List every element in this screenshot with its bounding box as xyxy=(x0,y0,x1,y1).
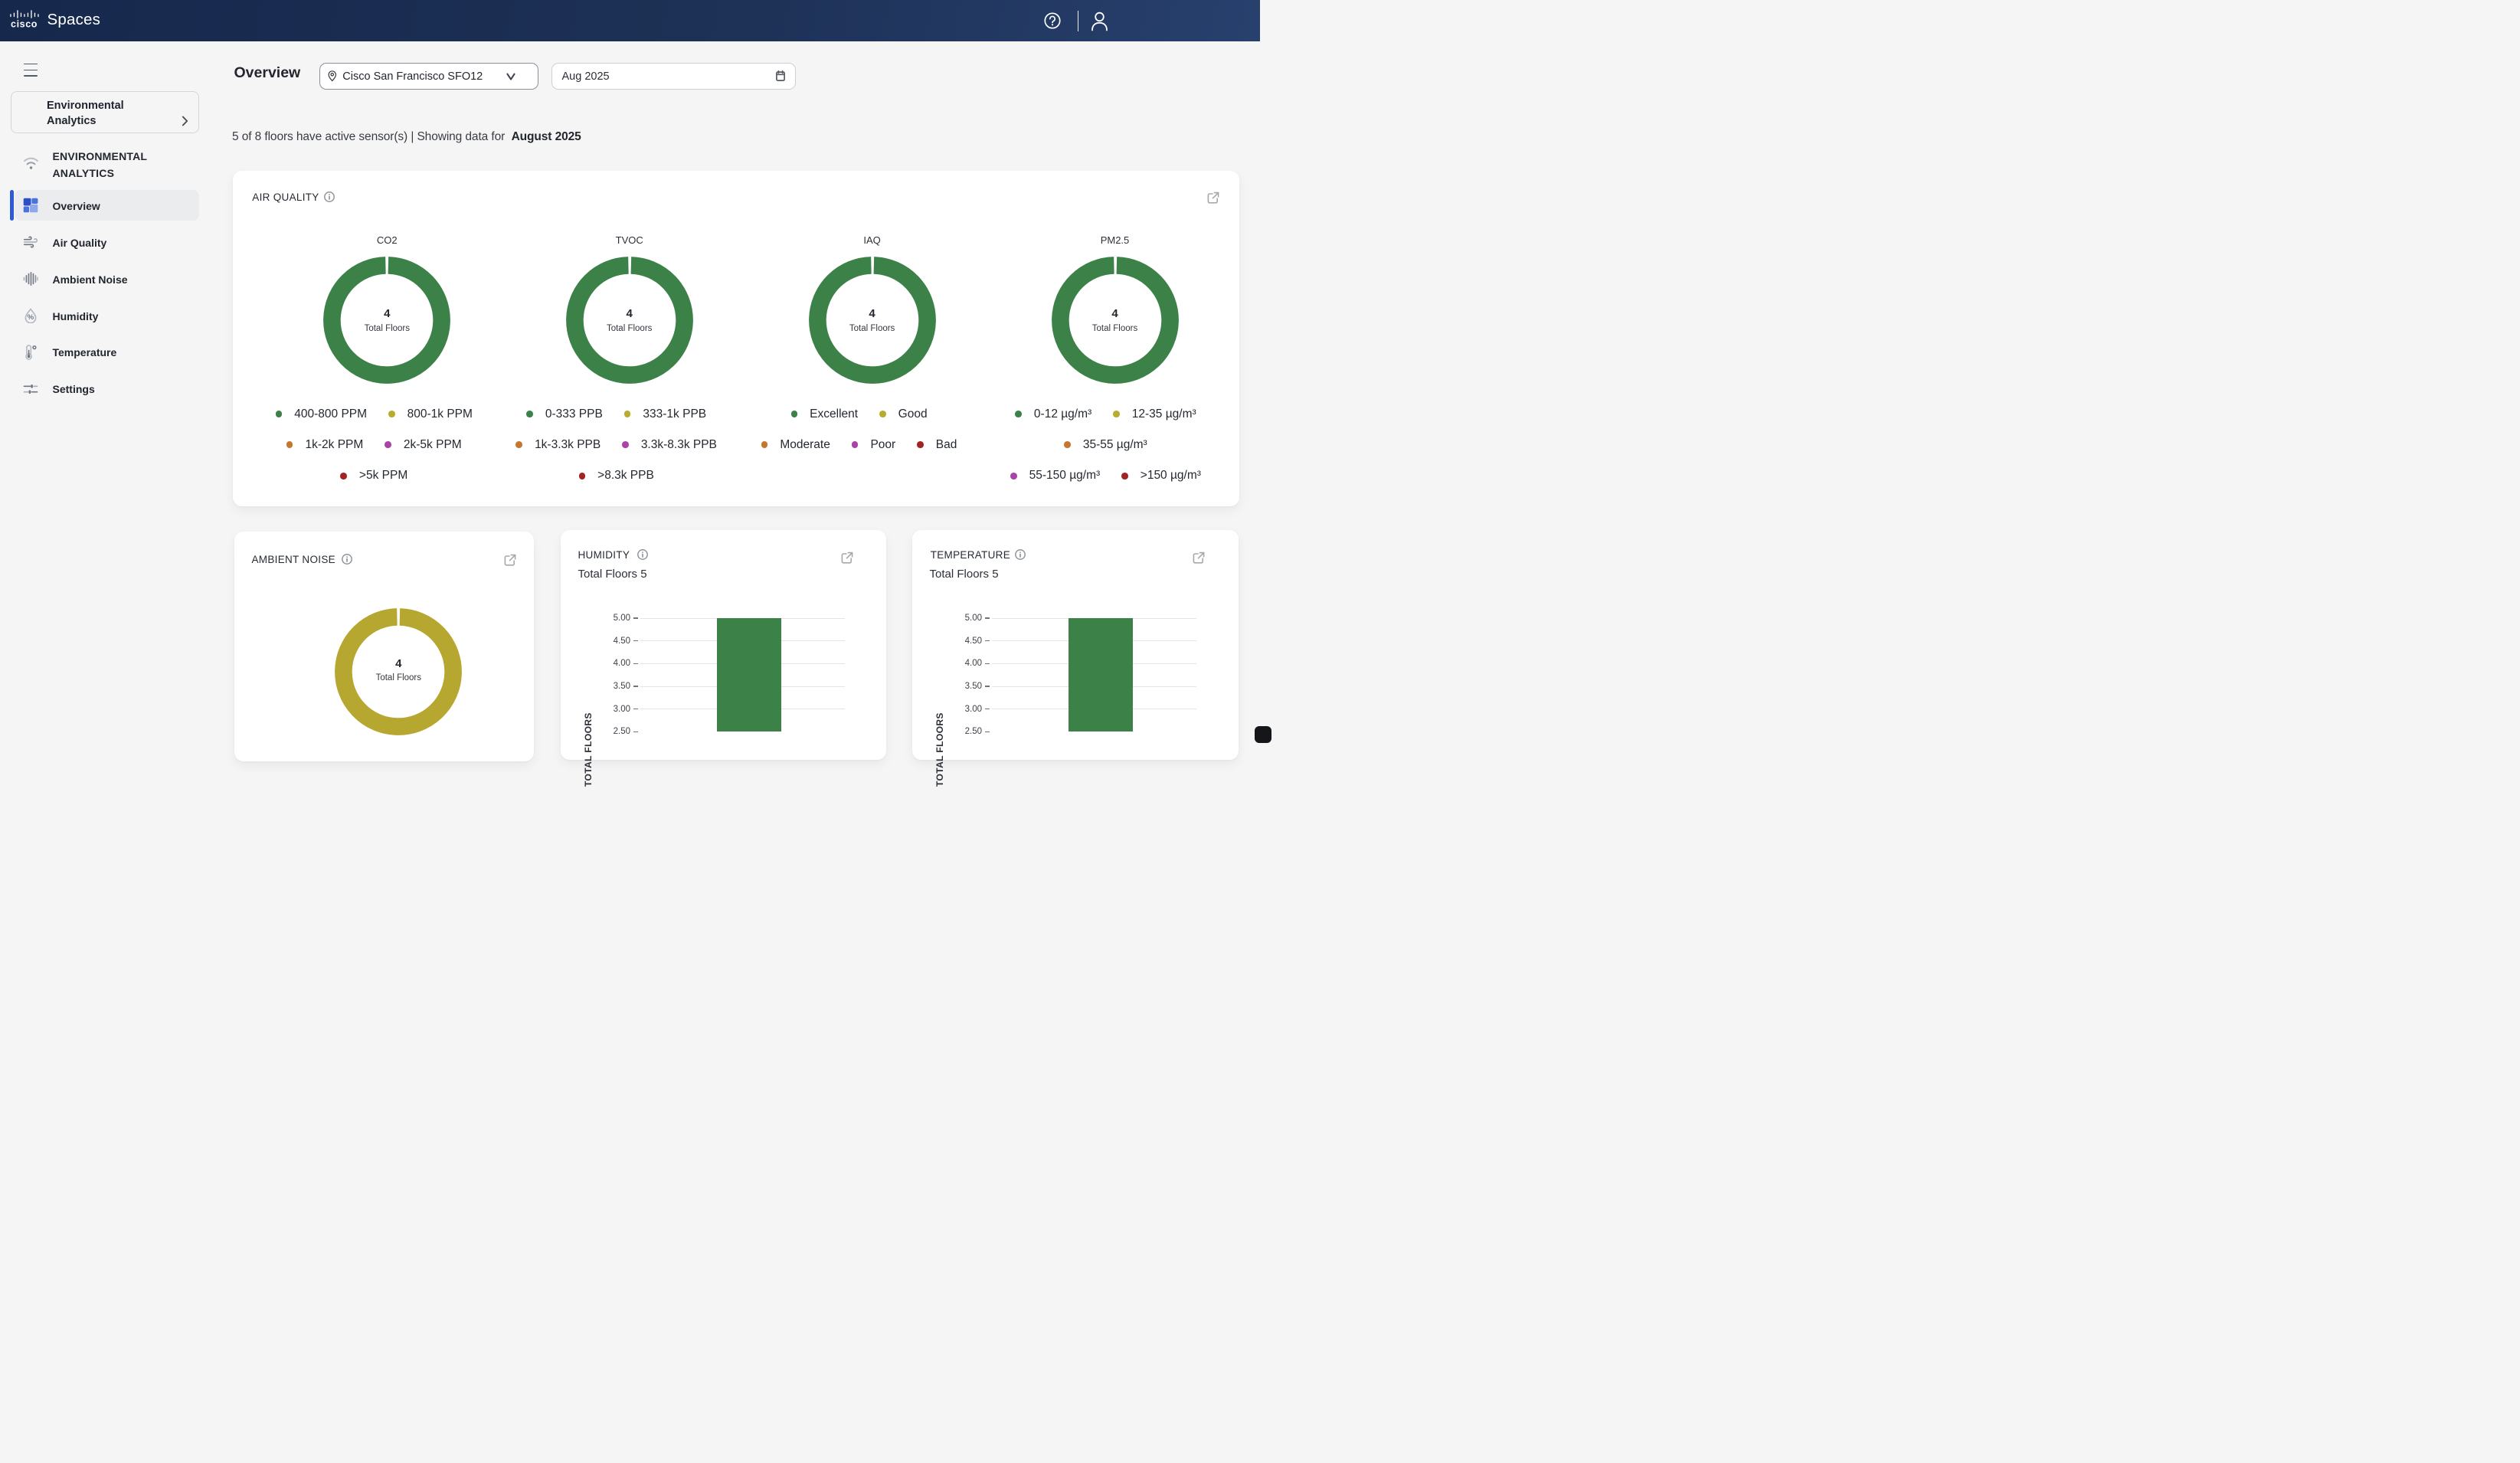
svg-text:%: % xyxy=(28,313,34,322)
svg-text:cisco: cisco xyxy=(11,19,38,29)
